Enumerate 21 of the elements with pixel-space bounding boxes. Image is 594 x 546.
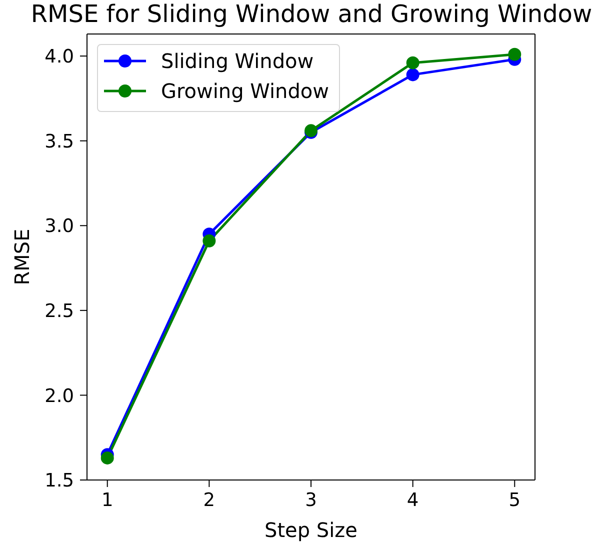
x-tick-label: 5 [508,490,521,512]
y-tick-label: 3.0 [44,216,74,238]
point [406,68,420,82]
x-tick-label: 2 [203,490,216,512]
x-axis-title: Step Size [264,518,358,542]
x-tick-label: 3 [305,490,317,512]
point [100,451,114,464]
chart-title: RMSE for Sliding Window and Growing Window [30,0,592,28]
legend-label: Growing Window [161,79,330,103]
y-tick-label: 3.5 [44,131,74,152]
y-tick-label: 1.5 [44,470,74,492]
y-tick-label: 4.0 [44,46,74,68]
x-tick-label: 4 [406,490,419,512]
y-tick-label: 2.5 [44,300,74,322]
point [406,56,420,70]
y-tick-label: 2.0 [44,386,74,407]
y-axis-title: RMSE [10,228,34,286]
point [202,234,216,248]
legend-label: Sliding Window [161,49,314,73]
x-tick-label: 1 [101,490,114,512]
point [508,48,522,61]
